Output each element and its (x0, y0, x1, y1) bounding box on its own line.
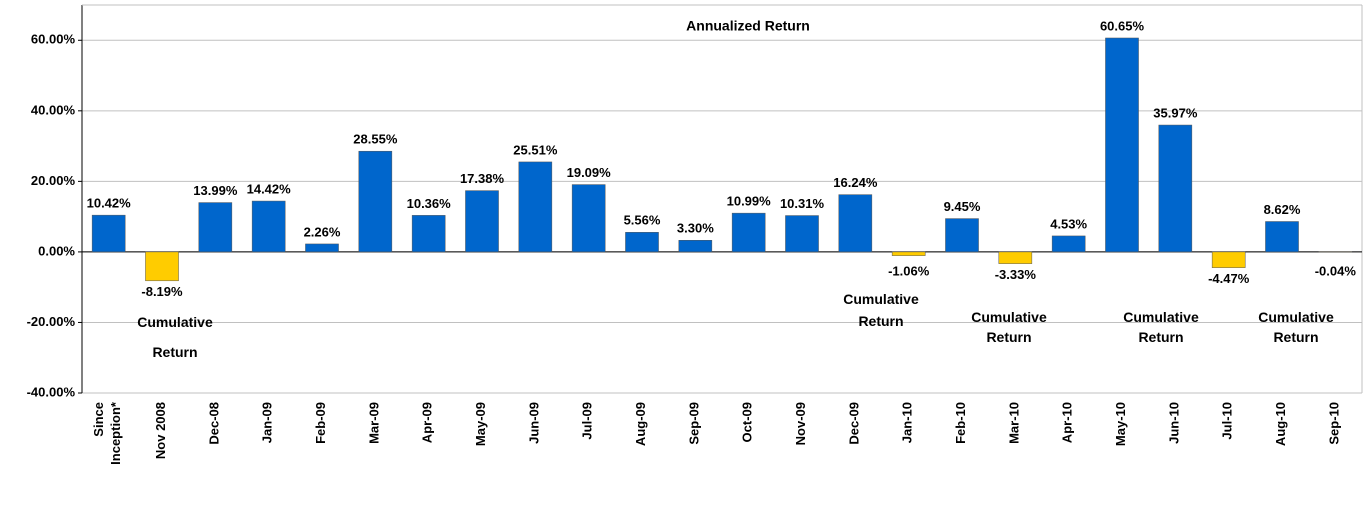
value-label: 60.65% (1100, 18, 1145, 33)
x-tick-label: Apr-09 (420, 402, 435, 443)
x-tick-label: Aug-10 (1273, 402, 1288, 446)
x-tick-label: May-09 (473, 402, 488, 446)
chart-title: Annualized Return (686, 18, 810, 34)
x-tick-label: Oct-09 (740, 402, 755, 442)
value-label: -0.04% (1315, 263, 1357, 278)
value-label: 17.38% (460, 171, 505, 186)
value-label: 9.45% (944, 199, 981, 214)
bar (305, 243, 339, 253)
x-tick-label: Jan-09 (260, 402, 275, 443)
annotation: Cumulative Return (971, 309, 1047, 345)
value-label: 28.55% (353, 132, 398, 147)
x-tick-label: Since Inception* (92, 401, 124, 465)
x-tick-label: Mar-09 (367, 402, 382, 444)
x-tick-label: Nov 2008 (153, 402, 168, 459)
value-label: 13.99% (193, 183, 238, 198)
x-tick-label: Feb-09 (313, 402, 328, 444)
value-label: 14.42% (247, 181, 292, 196)
y-tick-label: 0.00% (38, 243, 75, 258)
bar (358, 150, 393, 253)
annotation: Cumulative Return (1258, 309, 1334, 345)
value-label: 19.09% (567, 165, 612, 180)
bar (1158, 124, 1193, 253)
value-label: 10.99% (727, 194, 772, 209)
value-label: -1.06% (888, 263, 930, 278)
value-label: 3.30% (677, 221, 714, 236)
bar (465, 190, 499, 253)
bar (945, 218, 979, 253)
x-tick-label: Apr-10 (1060, 402, 1075, 443)
bar (1211, 251, 1246, 268)
bar (891, 251, 926, 256)
bar (198, 202, 233, 253)
value-label: 10.36% (407, 196, 452, 211)
x-tick-label: Jul-10 (1220, 402, 1235, 440)
x-tick-label: Jun-09 (527, 402, 542, 444)
annotation: Cumulative Return (843, 291, 919, 329)
value-label: 35.97% (1153, 105, 1198, 120)
x-tick-label: Sep-10 (1327, 402, 1342, 445)
y-tick-label: 20.00% (31, 173, 76, 188)
value-label: 8.62% (1264, 202, 1301, 217)
bar (145, 251, 179, 282)
bar (1051, 235, 1086, 253)
x-tick-label: Mar-10 (1007, 402, 1022, 444)
x-tick-label: Jul-09 (580, 402, 595, 440)
x-tick-label: Jan-10 (900, 402, 915, 443)
bar (838, 194, 873, 253)
x-tick-label: Dec-09 (847, 402, 862, 445)
value-label: 10.42% (87, 196, 132, 211)
bar (251, 200, 286, 253)
value-label: 25.51% (513, 142, 558, 157)
bar (625, 232, 659, 253)
y-tick-label: -40.00% (27, 384, 76, 399)
x-tick-label: Feb-10 (953, 402, 968, 444)
bar (678, 240, 713, 253)
x-tick-label: Dec-08 (207, 402, 222, 445)
y-tick-label: -20.00% (27, 314, 76, 329)
bar (411, 215, 446, 253)
bar (1265, 221, 1299, 253)
x-tick-label: Sep-09 (687, 402, 702, 445)
value-label: 10.31% (780, 196, 825, 211)
bar (1105, 37, 1139, 253)
x-tick-label: Aug-09 (633, 402, 648, 446)
y-tick-label: 40.00% (31, 102, 76, 117)
bar (518, 161, 553, 253)
value-label: 16.24% (833, 175, 878, 190)
bar (785, 215, 819, 253)
bar (731, 212, 766, 253)
x-tick-label: Jun-10 (1167, 402, 1182, 444)
annotation: Cumulative Return (1123, 309, 1199, 345)
bar (91, 214, 126, 253)
bar (571, 184, 606, 253)
value-label: -8.19% (141, 284, 183, 299)
x-tick-label: May-10 (1113, 402, 1128, 446)
value-label: 2.26% (304, 224, 341, 239)
bar (998, 251, 1033, 264)
value-label: -4.47% (1208, 271, 1250, 286)
annotation: Cumulative Return (137, 314, 213, 360)
value-label: 4.53% (1050, 216, 1087, 231)
value-label: 5.56% (624, 213, 661, 228)
value-label: -3.33% (995, 267, 1037, 282)
y-tick-label: 60.00% (31, 32, 76, 47)
x-tick-label: Nov-09 (793, 402, 808, 445)
